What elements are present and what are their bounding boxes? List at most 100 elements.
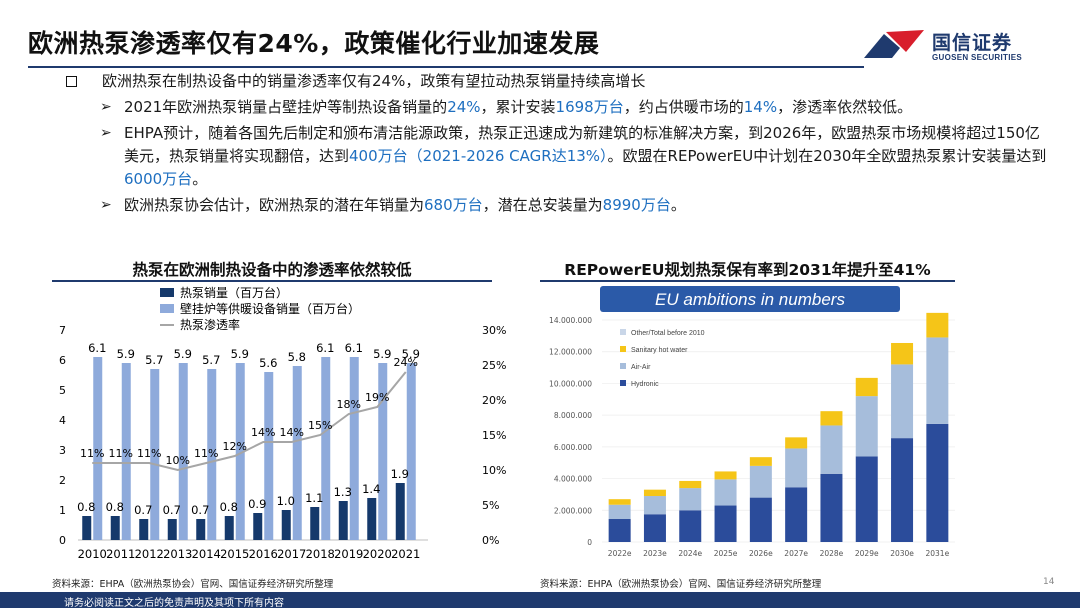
y2-tick-label: 30% xyxy=(482,324,506,337)
main-bullet-text: 欧洲热泵在制热设备中的销量渗透率仅有24%，政策有望拉动热泵销量持续高增长 xyxy=(102,72,646,90)
stacked-bar-segment xyxy=(608,519,631,542)
right-chart-title: REPowerEU规划热泵保有率到2031年提升至41% xyxy=(564,261,931,279)
logo-name-en: GUOSEN SECURITIES xyxy=(932,53,1023,62)
highlight-text: 1698万台 xyxy=(555,98,624,116)
y-tick-label: 12.000.000 xyxy=(549,348,592,357)
highlight-text: 6000万台 xyxy=(124,170,193,188)
stacked-bar-segment xyxy=(608,499,631,505)
stacked-bar-segment xyxy=(749,497,772,542)
data-label-penetration: 11% xyxy=(137,447,161,460)
stacked-bar-segment xyxy=(926,423,949,542)
y-tick-label: 3 xyxy=(59,444,66,457)
right-title-rule xyxy=(540,280,955,282)
x-tick-label: 2025e xyxy=(714,549,738,558)
bar-boiler xyxy=(349,357,359,540)
highlight-text: 24% xyxy=(447,98,481,116)
stacked-bar-segment xyxy=(679,510,702,542)
x-tick-label: 2029e xyxy=(855,549,879,558)
body-text: 。 xyxy=(192,170,208,188)
left-title-rule xyxy=(52,280,492,282)
stacked-bar-segment xyxy=(891,342,914,365)
bar-boiler xyxy=(150,369,160,540)
bar-boiler xyxy=(178,363,188,540)
bar-heat-pump xyxy=(281,510,291,540)
data-label-heat-pump: 0.9 xyxy=(248,497,266,511)
bar-boiler xyxy=(93,357,103,540)
data-label-penetration: 18% xyxy=(337,398,361,411)
legend-swatch xyxy=(620,363,626,369)
stacked-bar-segment xyxy=(643,489,666,497)
data-label-penetration: 14% xyxy=(280,426,304,439)
main-bullet: 欧洲热泵在制热设备中的销量渗透率仅有24%，政策有望拉动热泵销量持续高增长 xyxy=(64,70,1054,93)
bar-heat-pump xyxy=(110,516,120,540)
x-tick-label: 2019 xyxy=(334,547,363,561)
y-tick-label: 4.000.000 xyxy=(554,475,592,484)
data-label-heat-pump: 1.4 xyxy=(362,482,380,496)
stacked-bar-segment xyxy=(714,471,737,480)
bar-heat-pump xyxy=(310,507,320,540)
stacked-bar-segment xyxy=(785,487,808,542)
arrow-bullet-icon: ➢ xyxy=(100,99,112,115)
bar-boiler xyxy=(121,363,131,540)
data-label-penetration: 11% xyxy=(109,447,133,460)
stacked-bar-segment xyxy=(749,465,772,498)
data-label-penetration: 11% xyxy=(80,447,104,460)
data-label-heat-pump: 0.7 xyxy=(191,503,209,517)
stacked-bar-segment xyxy=(855,396,878,457)
bar-heat-pump xyxy=(367,498,377,540)
data-label-penetration: 14% xyxy=(251,426,275,439)
data-label-penetration: 19% xyxy=(365,391,389,404)
company-logo: 国信证券 GUOSEN SECURITIES xyxy=(862,26,1062,66)
x-tick-label: 2011 xyxy=(106,547,135,561)
data-label-boiler: 5.9 xyxy=(117,347,135,361)
data-label-boiler: 5.9 xyxy=(373,347,391,361)
x-tick-label: 2015 xyxy=(220,547,249,561)
data-label-heat-pump: 0.8 xyxy=(106,500,124,514)
x-tick-label: 2014 xyxy=(192,547,221,561)
y2-tick-label: 15% xyxy=(482,429,506,442)
data-label-boiler: 6.1 xyxy=(345,341,363,355)
bar-boiler xyxy=(235,363,245,540)
body-text: EHPA预计，随着各国先后制定和颁布清洁能源政策，热泵正迅速成为新建筑的标准解决… xyxy=(124,124,1040,165)
legend-swatch xyxy=(620,346,626,352)
y2-tick-label: 0% xyxy=(482,534,499,547)
legend-swatch-heat-pump xyxy=(160,288,174,297)
x-tick-label: 2031e xyxy=(925,549,949,558)
x-tick-label: 2012 xyxy=(135,547,164,561)
right-source-note: 资料来源：EHPA（欧洲热泵协会）官网、国信证券经济研究所整理 xyxy=(540,579,822,590)
data-label-penetration: 24% xyxy=(394,356,418,369)
body-text: ，渗透率依然较低。 xyxy=(777,98,913,116)
x-tick-label: 2018 xyxy=(306,547,335,561)
legend-swatch xyxy=(620,329,626,335)
chart-legend: 热泵销量（百万台）壁挂炉等供暖设备销量（百万台）热泵渗透率 xyxy=(160,285,360,332)
bar-boiler xyxy=(321,357,331,540)
highlight-text: 680万台 xyxy=(424,196,483,214)
data-label-boiler: 6.1 xyxy=(88,341,106,355)
x-tick-label: 2022e xyxy=(608,549,632,558)
square-bullet-icon xyxy=(66,76,77,87)
body-text: ，潜在总安装量为 xyxy=(482,196,603,214)
data-label-heat-pump: 1.0 xyxy=(277,494,295,508)
bar-boiler xyxy=(207,369,217,540)
x-tick-label: 2017 xyxy=(277,547,306,561)
data-label-boiler: 5.8 xyxy=(288,350,306,364)
body-text: ，累计安装 xyxy=(480,98,556,116)
stacked-bar-segment xyxy=(891,364,914,439)
y2-tick-label: 20% xyxy=(482,394,506,407)
sub-bullet-text: 欧洲热泵协会估计，欧洲热泵的潜在年销量为680万台，潜在总安装量为8990万台。 xyxy=(124,196,686,214)
stacked-bar-segment xyxy=(714,479,737,506)
eu-banner-text: EU ambitions in numbers xyxy=(655,290,845,309)
legend-swatch xyxy=(620,380,626,386)
stacked-bar-segment xyxy=(785,448,808,488)
body-text: 。 xyxy=(670,196,686,214)
legend-label: 热泵销量（百万台） xyxy=(180,285,288,300)
data-label-penetration: 12% xyxy=(223,440,247,453)
x-tick-label: 2028e xyxy=(820,549,844,558)
stacked-bar-segment xyxy=(926,312,949,338)
stacked-bar-segment xyxy=(820,411,843,426)
y-tick-label: 0 xyxy=(587,538,592,547)
body-text: ，约占供暖市场的 xyxy=(623,98,744,116)
data-label-heat-pump: 0.7 xyxy=(134,503,152,517)
x-tick-label: 2024e xyxy=(678,549,702,558)
bar-heat-pump xyxy=(167,519,177,540)
